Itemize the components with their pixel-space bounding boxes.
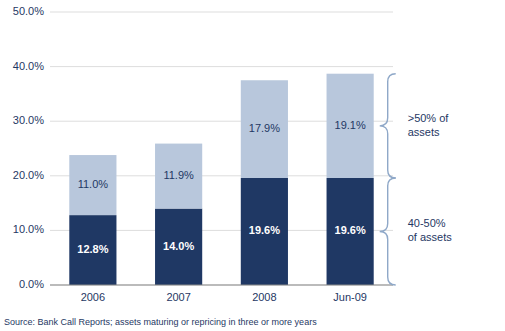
legend-label-line: assets bbox=[408, 126, 440, 138]
x-axis-line bbox=[50, 285, 393, 286]
bars bbox=[69, 74, 373, 285]
bar-segment bbox=[241, 178, 288, 285]
chart-container: 0.0%10.0%20.0%30.0%40.0%50.0%12.8%14.0%1… bbox=[0, 0, 505, 331]
legend: 40-50% of assets >50% of assets bbox=[380, 74, 453, 285]
legend-label: >50% of assets bbox=[408, 112, 450, 138]
x-tick-label: Jun-09 bbox=[333, 291, 367, 303]
bar-segment bbox=[155, 209, 202, 285]
y-tick-label: 50.0% bbox=[13, 5, 44, 17]
y-tick-label: 30.0% bbox=[13, 114, 44, 126]
data-label: 11.0% bbox=[78, 178, 109, 190]
y-grid bbox=[50, 12, 393, 285]
grid-line bbox=[50, 12, 393, 13]
grid-line bbox=[50, 66, 393, 67]
data-label: 17.9% bbox=[249, 122, 280, 134]
data-label: 19.6% bbox=[335, 224, 366, 236]
bar-segment bbox=[327, 74, 374, 178]
bar-segment bbox=[155, 144, 202, 209]
legend-bracket bbox=[380, 178, 396, 285]
data-label: 19.1% bbox=[335, 119, 366, 131]
bar-segment bbox=[327, 178, 374, 285]
legend-label-line: 40-50% bbox=[408, 217, 446, 229]
bar-segment bbox=[241, 80, 288, 178]
legend-label-line: of assets bbox=[408, 231, 453, 243]
data-label: 19.6% bbox=[249, 224, 280, 236]
y-ticks: 0.0% 10.0% 20.0% 30.0% 40.0% 50.0% bbox=[13, 5, 44, 290]
data-label: 14.0% bbox=[163, 240, 194, 252]
x-ticks: 2006 2007 2008 Jun-09 bbox=[81, 291, 367, 303]
x-tick-label: 2006 bbox=[81, 291, 105, 303]
grid-line bbox=[50, 285, 393, 286]
y-tick-label: 0.0% bbox=[19, 278, 44, 290]
x-tick-label: 2008 bbox=[252, 291, 276, 303]
x-tick-label: 2007 bbox=[166, 291, 190, 303]
data-label: 12.8% bbox=[77, 243, 108, 255]
y-tick-label: 40.0% bbox=[13, 60, 44, 72]
source-note: Source: Bank Call Reports; assets maturi… bbox=[4, 317, 317, 327]
y-tick-label: 10.0% bbox=[13, 223, 44, 235]
legend-bracket bbox=[380, 74, 396, 178]
y-tick-label: 20.0% bbox=[13, 169, 44, 181]
bar-segment bbox=[69, 155, 116, 215]
legend-label: 40-50% of assets bbox=[408, 217, 453, 243]
chart-svg: 0.0%10.0%20.0%30.0%40.0%50.0%12.8%14.0%1… bbox=[0, 0, 505, 331]
legend-label-line: >50% of bbox=[408, 112, 450, 124]
bar-segment bbox=[69, 215, 116, 285]
data-label: 11.9% bbox=[163, 169, 194, 181]
data-labels: 12.8% 14.0% 19.6% 19.6% 11.0% 11.9% 17.9% 19.1% bbox=[77, 119, 366, 255]
